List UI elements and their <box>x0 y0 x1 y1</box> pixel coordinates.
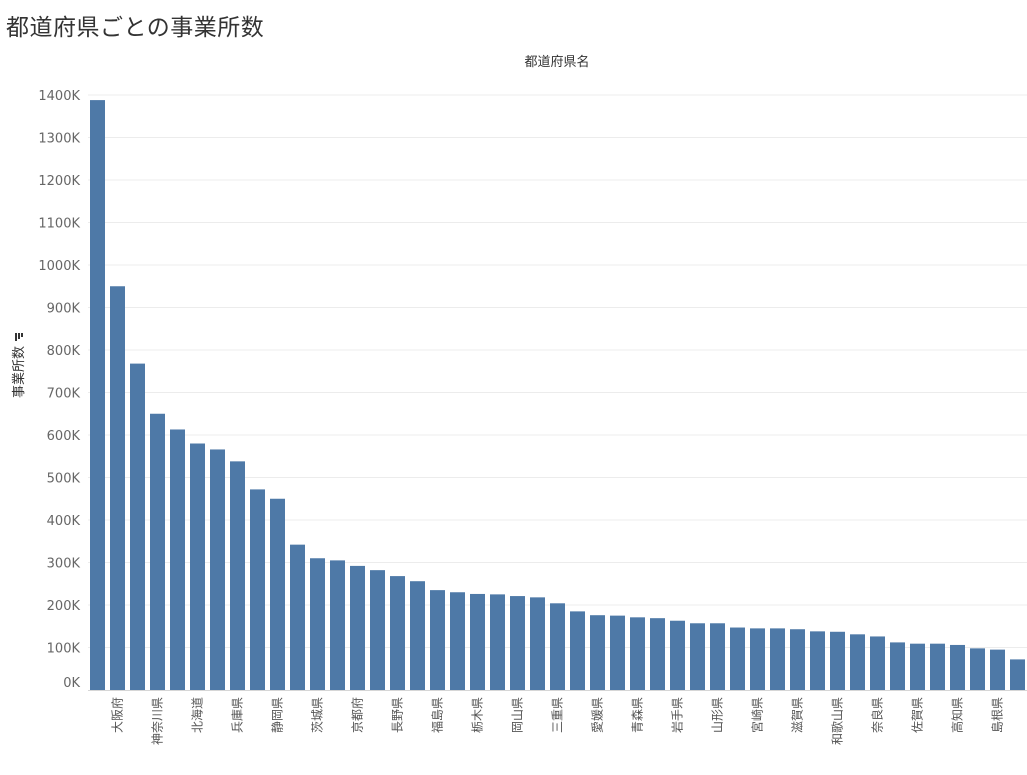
bar[interactable] <box>490 594 505 690</box>
y-tick-label: 200K <box>47 599 81 614</box>
bar[interactable] <box>610 615 625 690</box>
bar[interactable] <box>470 593 485 690</box>
x-tick-label: 島根県 <box>990 697 1005 733</box>
bar[interactable] <box>630 617 645 690</box>
bar[interactable] <box>750 628 765 690</box>
x-tick-label: 茨城県 <box>311 697 325 733</box>
y-tick-label: 100K <box>47 642 81 657</box>
bar[interactable] <box>1010 659 1025 690</box>
y-axis-title: 事業所数 <box>11 346 27 398</box>
x-tick-label: 岩手県 <box>670 697 685 733</box>
bar[interactable] <box>390 576 405 690</box>
bar[interactable] <box>510 596 525 690</box>
y-axis-title-group[interactable]: 事業所数 <box>11 333 27 398</box>
y-tick-label: 500K <box>47 472 81 487</box>
y-tick-label: 1200K <box>38 174 80 189</box>
x-tick-label: 山形県 <box>711 697 725 733</box>
y-tick-label: 700K <box>47 387 81 402</box>
y-axis-ticks: 0K 100K 200K 300K 400K 500K 600K 700K 800K 900K 10… <box>38 89 80 691</box>
x-axis-title: 都道府県名 <box>524 54 589 70</box>
x-tick-label: 大阪府 <box>110 697 125 733</box>
sort-icon-bar <box>15 333 17 341</box>
bar[interactable] <box>90 100 105 691</box>
x-axis-ticks: 大阪府 神奈川県 北海道 兵庫県 静岡県 茨城県 京都府 長野県 福島県 栃木県 岡山県 三重県 愛媛県… <box>110 697 1005 745</box>
bar[interactable] <box>230 461 245 690</box>
bar[interactable] <box>550 603 565 690</box>
bar[interactable] <box>130 363 145 690</box>
x-tick-label: 北海道 <box>190 697 205 733</box>
bar[interactable] <box>930 643 945 690</box>
bar[interactable] <box>970 648 985 690</box>
bar[interactable] <box>250 489 265 690</box>
x-tick-label: 長野県 <box>391 697 405 733</box>
bar[interactable] <box>590 615 605 690</box>
y-tick-label: 1400K <box>38 89 80 104</box>
x-tick-label: 岡山県 <box>511 697 525 733</box>
bar[interactable] <box>570 611 585 690</box>
x-tick-label: 佐賀県 <box>911 697 925 733</box>
gridlines <box>88 94 1027 648</box>
bar[interactable] <box>950 644 965 690</box>
bar[interactable] <box>890 642 905 690</box>
x-tick-label: 宮崎県 <box>750 697 765 733</box>
bar[interactable] <box>910 643 925 690</box>
bar[interactable] <box>310 558 325 690</box>
bar[interactable] <box>210 449 225 690</box>
sort-icon-bar <box>18 333 20 339</box>
bar[interactable] <box>850 634 865 690</box>
bar[interactable] <box>410 581 425 690</box>
bar[interactable] <box>730 627 745 690</box>
x-tick-label: 奈良県 <box>870 697 885 733</box>
bar[interactable] <box>810 631 825 690</box>
sort-icon-bar <box>21 333 23 337</box>
x-tick-label: 静岡県 <box>271 697 285 733</box>
y-tick-label: 0K <box>63 676 80 691</box>
bar[interactable] <box>690 623 705 690</box>
bar[interactable] <box>330 560 345 690</box>
bar[interactable] <box>830 631 845 690</box>
bar[interactable] <box>430 590 445 690</box>
x-tick-label: 高知県 <box>950 697 965 733</box>
bars <box>90 100 1025 691</box>
bar[interactable] <box>450 592 465 690</box>
y-tick-label: 1300K <box>38 132 80 147</box>
x-tick-label: 栃木県 <box>471 697 485 733</box>
x-tick-label: 和歌山県 <box>830 697 845 745</box>
bar[interactable] <box>150 413 165 690</box>
bar[interactable] <box>650 618 665 690</box>
sort-descending-icon[interactable] <box>15 333 23 341</box>
bar[interactable] <box>170 429 185 690</box>
bar[interactable] <box>530 597 545 690</box>
bar[interactable] <box>790 629 805 690</box>
bar[interactable] <box>350 565 365 690</box>
bar[interactable] <box>710 623 725 690</box>
x-tick-label: 京都府 <box>350 697 365 733</box>
bar[interactable] <box>990 649 1005 690</box>
x-tick-label: 兵庫県 <box>231 697 245 733</box>
y-tick-label: 1000K <box>38 259 80 274</box>
x-tick-label: 滋賀県 <box>791 697 805 733</box>
bar[interactable] <box>870 636 885 690</box>
y-tick-label: 1100K <box>38 217 80 232</box>
y-tick-label: 900K <box>47 302 81 317</box>
x-tick-label: 青森県 <box>630 697 645 733</box>
page-title: 都道府県ごとの事業所数 <box>6 15 265 41</box>
x-tick-label: 神奈川県 <box>151 697 165 745</box>
y-tick-label: 800K <box>47 344 81 359</box>
bar[interactable] <box>290 544 305 690</box>
bar[interactable] <box>670 620 685 690</box>
bar[interactable] <box>190 443 205 691</box>
x-tick-label: 福島県 <box>430 697 445 733</box>
y-tick-label: 400K <box>47 514 81 529</box>
bar[interactable] <box>110 286 125 690</box>
bar[interactable] <box>370 570 385 690</box>
y-tick-label: 600K <box>47 429 81 444</box>
x-tick-label: 三重県 <box>551 697 565 733</box>
bar[interactable] <box>770 628 785 690</box>
y-tick-label: 300K <box>47 557 81 572</box>
x-tick-label: 愛媛県 <box>591 697 605 733</box>
bar[interactable] <box>270 498 285 690</box>
